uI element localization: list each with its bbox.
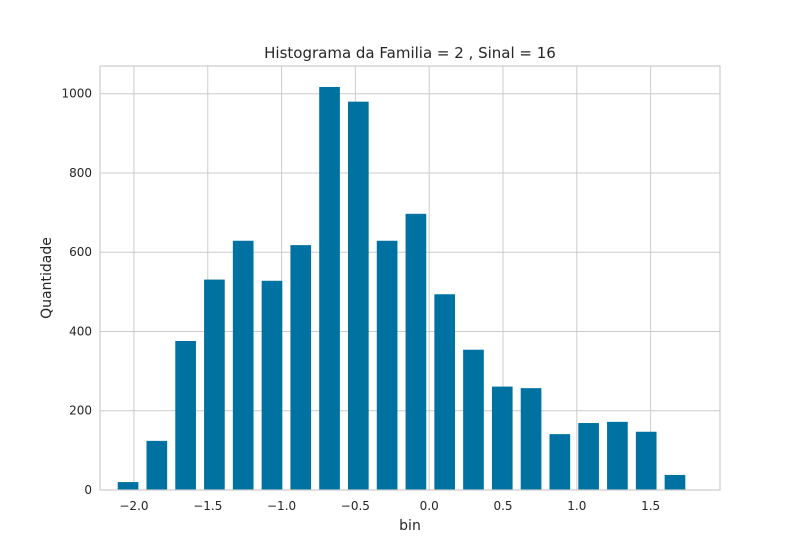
x-tick-label: 0.0 [420,499,439,513]
bar [175,341,196,490]
y-tick-label: 1000 [61,87,92,101]
bar [434,294,456,490]
bar [232,240,254,490]
bar [290,245,312,490]
bar [549,434,571,490]
bar [204,279,225,490]
x-tick-label: 1.0 [567,499,586,513]
bar [117,482,139,490]
bar [376,240,398,490]
bar [319,87,340,491]
bar [607,421,628,490]
bar [146,440,168,490]
y-tick-label: 0 [84,483,92,497]
bar [578,423,599,490]
bars [117,87,686,491]
y-tick-label: 400 [69,324,92,338]
grid [100,66,720,491]
plot-frame [99,65,721,491]
x-tick-label: −1.0 [267,499,296,513]
x-tick-label: 0.5 [493,499,512,513]
y-tick-labels: 0 200 400 600 800 1000 [61,87,92,497]
bar [348,101,369,491]
y-axis-label: Quantidade [39,237,55,319]
y-tick-label: 600 [69,245,92,259]
bar [405,213,427,490]
bar [520,388,542,490]
bar [491,386,513,490]
bar [463,349,484,490]
bar [635,431,657,490]
x-tick-label: −0.5 [341,499,370,513]
x-tick-labels: −2.0 −1.5 −1.0 −0.5 0.0 0.5 1.0 1.5 [119,499,660,513]
chart-title: Histograma da Familia = 2 , Sinal = 16 [264,44,556,62]
bar [261,280,283,490]
x-tick-label: −1.5 [193,499,222,513]
x-tick-label: 1.5 [641,499,660,513]
x-tick-label: −2.0 [119,499,148,513]
bar [664,474,686,490]
y-tick-label: 200 [69,404,92,418]
y-tick-label: 800 [69,166,92,180]
x-axis-label: bin [399,518,421,534]
